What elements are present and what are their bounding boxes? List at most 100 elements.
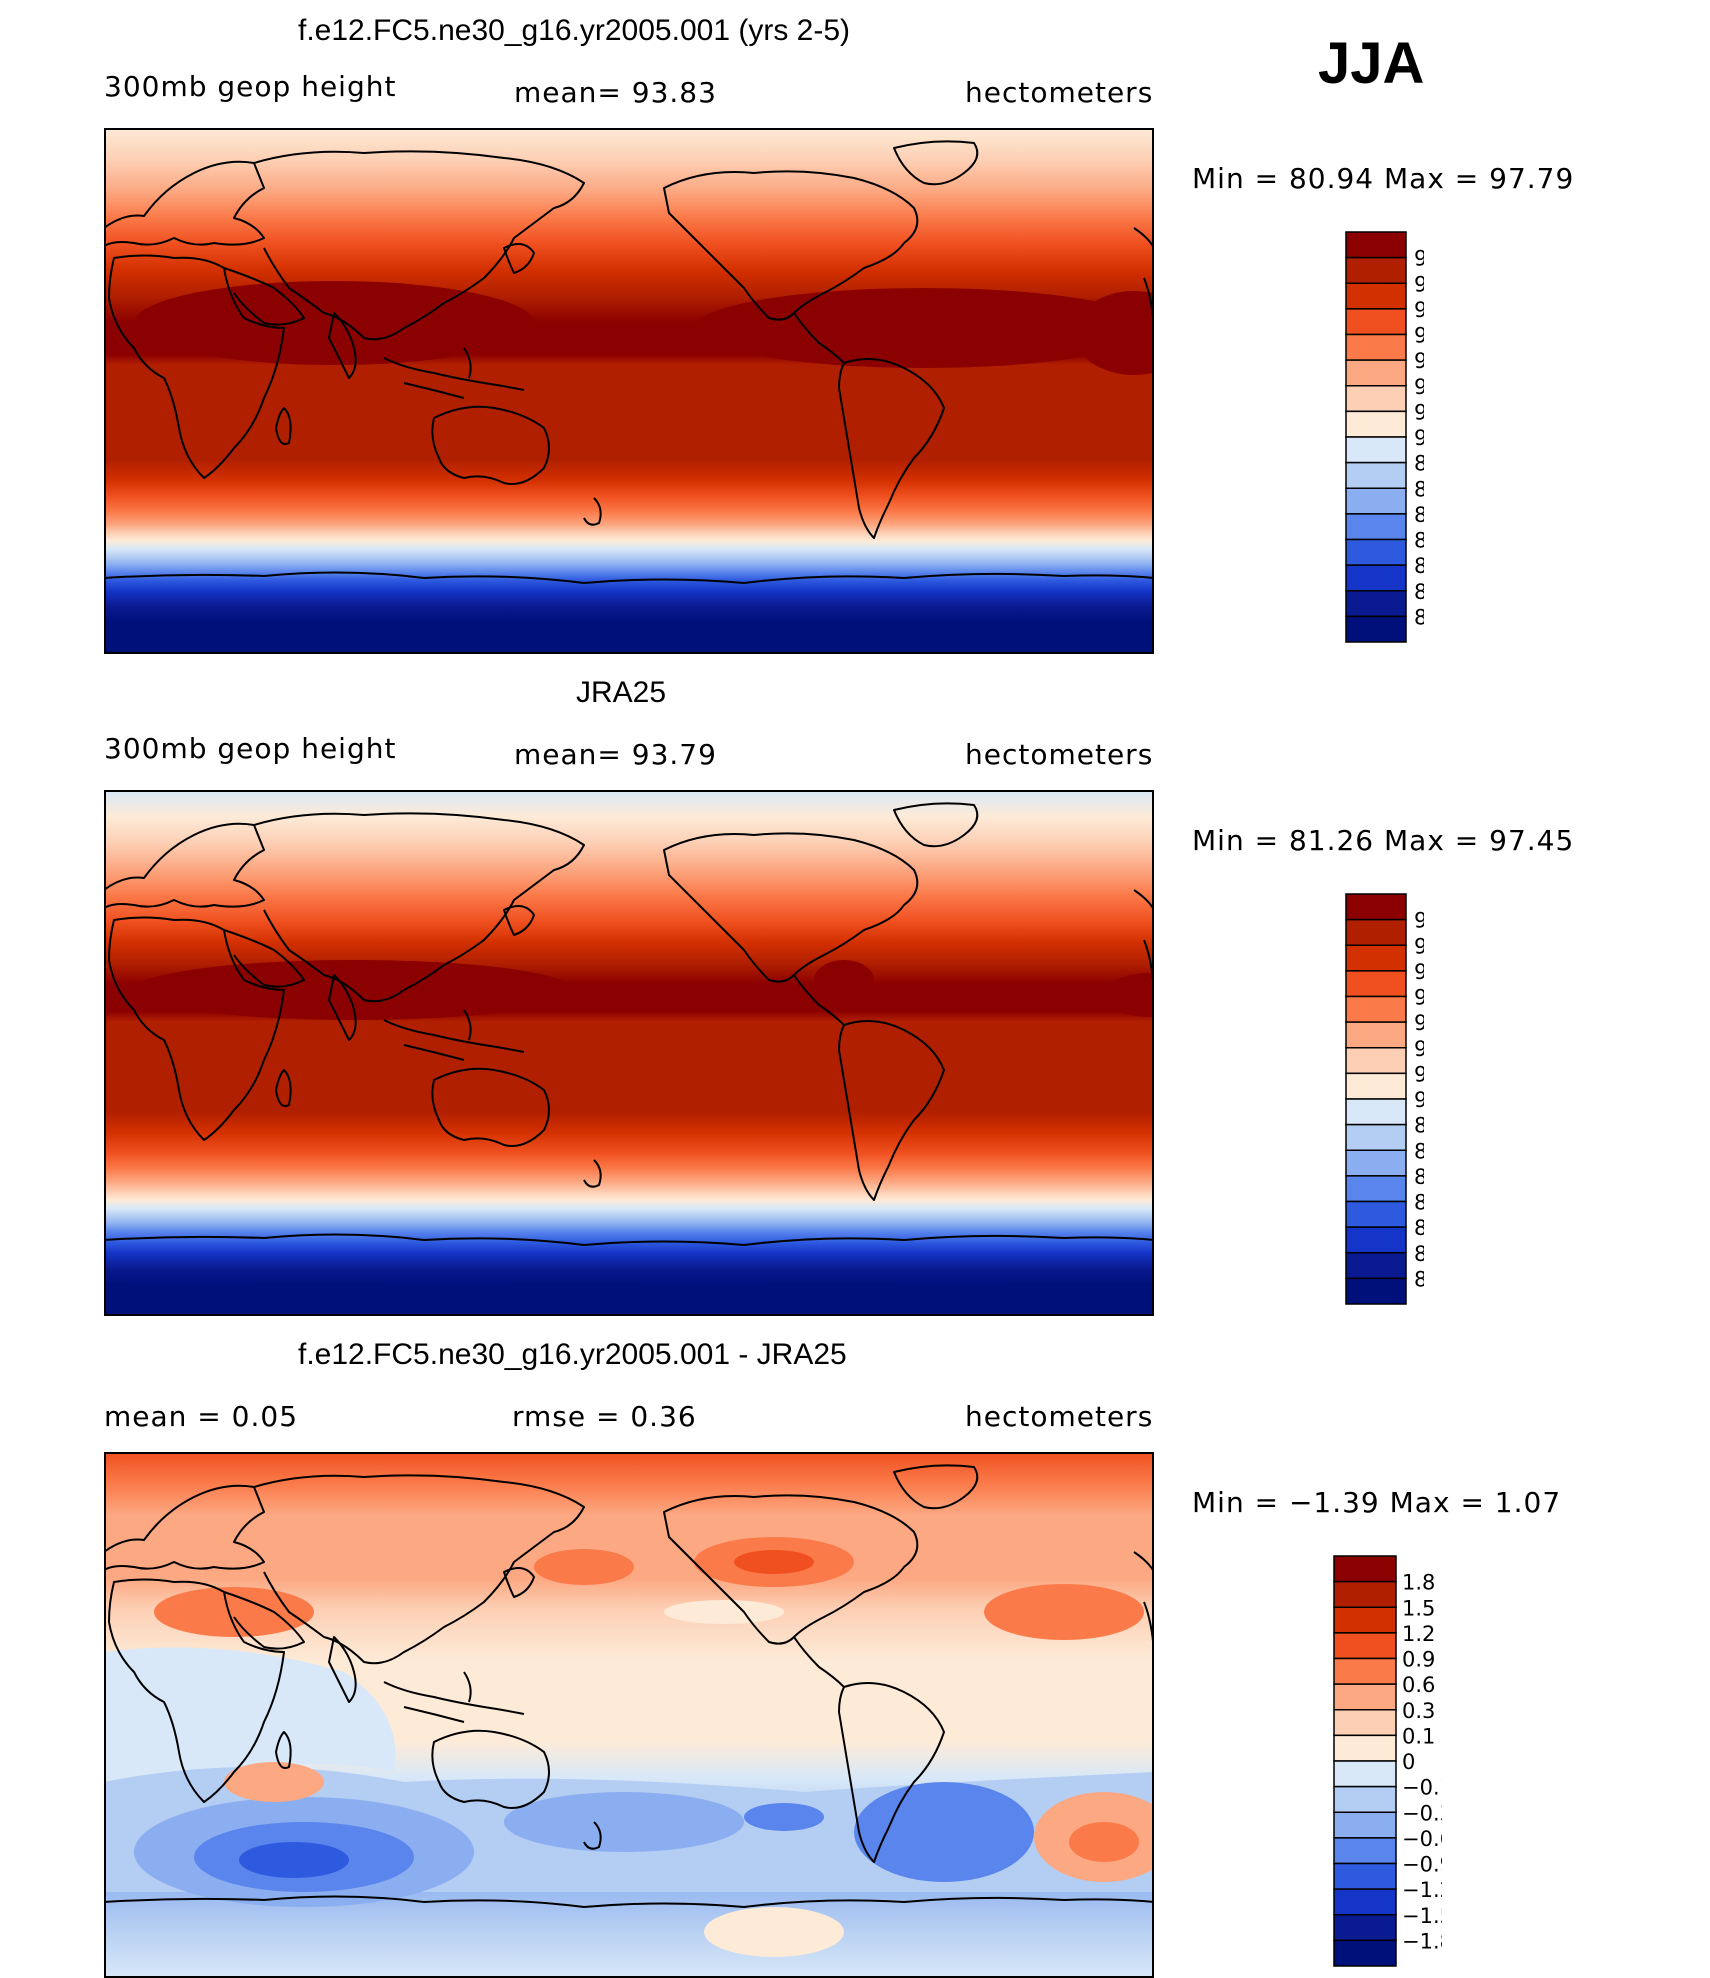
colorbar-tick-label: 86 <box>1414 529 1424 553</box>
colorbar-tick-label: 93 <box>1414 349 1424 373</box>
colorbar-tick-label: 93 <box>1414 1011 1424 1035</box>
colorbar-tick-label: 96 <box>1414 934 1424 958</box>
colorbar-tick-label: −1.8 <box>1402 1929 1442 1953</box>
colorbar-box <box>1345 893 1407 921</box>
colorbar-box <box>1333 1837 1397 1865</box>
colorbar-tick-label: 91 <box>1414 400 1424 424</box>
colorbar-box <box>1333 1683 1397 1711</box>
colorbar-box <box>1333 1760 1397 1788</box>
colorbar-tick-label: 88 <box>1414 1139 1424 1163</box>
colorbar-tick-label: 90 <box>1414 426 1424 450</box>
colorbar-box <box>1345 538 1407 566</box>
panel-2-mean-label: mean= 93.79 <box>514 738 717 771</box>
colorbar-tick-label: 0.3 <box>1402 1699 1435 1723</box>
colorbar-box <box>1333 1914 1397 1942</box>
panel-2-colorbar-labels: 979695949392919089888786858483 <box>1414 909 1424 1292</box>
colorbar-box <box>1345 1072 1407 1100</box>
colorbar-tick-label: 85 <box>1414 554 1424 578</box>
colorbar-tick-label: 83 <box>1414 605 1424 629</box>
colorbar-tick-label: 97 <box>1414 247 1424 271</box>
colorbar-box <box>1345 1252 1407 1280</box>
panel-3-minmax-label: Min = −1.39 Max = 1.07 <box>1192 1486 1562 1519</box>
colorbar-box <box>1333 1709 1397 1737</box>
colorbar-tick-label: 85 <box>1414 1216 1424 1240</box>
colorbar-box <box>1345 1226 1407 1254</box>
panel-1-mean-label: mean= 93.83 <box>514 76 717 109</box>
colorbar-box <box>1345 308 1407 336</box>
colorbar-tick-label: 1.2 <box>1402 1622 1435 1646</box>
panel-3-anomaly-low-2 <box>854 1782 1034 1882</box>
panel-3-colorbar: 1.81.51.20.90.60.30.10−0.1−0.3−0.6−0.9−1… <box>1333 1555 1442 1967</box>
colorbar-tick-label: 1.5 <box>1402 1596 1435 1620</box>
colorbar-box <box>1345 1098 1407 1126</box>
panel-1-high-band <box>694 288 1154 368</box>
colorbar-box <box>1345 1277 1407 1305</box>
colorbar-tick-label: 87 <box>1414 503 1424 527</box>
colorbar-box <box>1345 333 1407 361</box>
panel-3-units-label: hectometers <box>965 1400 1154 1433</box>
colorbar-tick-label: 83 <box>1414 1267 1424 1291</box>
panel-3-rmse-label: rmse = 0.36 <box>512 1400 697 1433</box>
panel-1-minmax-label: Min = 80.94 Max = 97.79 <box>1192 162 1575 195</box>
colorbar-box <box>1345 385 1407 413</box>
season-label: JJA <box>1318 31 1425 96</box>
colorbar-tick-label: 94 <box>1414 324 1424 348</box>
colorbar-box <box>1333 1555 1397 1583</box>
colorbar-tick-label: 0.6 <box>1402 1673 1435 1697</box>
colorbar-box <box>1345 995 1407 1023</box>
panel-3-mean-label: mean = 0.05 <box>104 1400 299 1433</box>
colorbar-tick-label: 92 <box>1414 1037 1424 1061</box>
colorbar-box <box>1333 1734 1397 1762</box>
colorbar-box <box>1345 590 1407 618</box>
panel-3-colorbar-boxes <box>1333 1555 1397 1967</box>
panel-3-title: f.e12.FC5.ne30_g16.yr2005.001 - JRA25 <box>298 1338 847 1371</box>
panel-2-map <box>104 790 1154 1316</box>
colorbar-box <box>1333 1888 1397 1916</box>
colorbar-box <box>1345 615 1407 643</box>
panel-2-variable-label: 300mb geop height <box>104 732 397 765</box>
colorbar-box <box>1345 461 1407 489</box>
colorbar-box <box>1345 256 1407 284</box>
panel-1-map <box>104 128 1154 654</box>
colorbar-box <box>1345 1123 1407 1151</box>
colorbar-tick-label: 0 <box>1402 1750 1415 1774</box>
panel-2-title: JRA25 <box>576 676 667 709</box>
colorbar-box <box>1345 1021 1407 1049</box>
colorbar-box <box>1345 359 1407 387</box>
colorbar-tick-label: −1.2 <box>1402 1878 1442 1902</box>
colorbar-box <box>1345 282 1407 310</box>
colorbar-box <box>1333 1939 1397 1967</box>
panel-1-units-label: hectometers <box>965 76 1154 109</box>
panel-2-colorbar: 979695949392919089888786858483 <box>1345 893 1424 1305</box>
colorbar-tick-label: 94 <box>1414 986 1424 1010</box>
colorbar-box <box>1333 1606 1397 1634</box>
panel-1-colorbar-boxes <box>1345 231 1407 643</box>
colorbar-box <box>1345 944 1407 972</box>
colorbar-tick-label: 97 <box>1414 909 1424 933</box>
colorbar-box <box>1345 231 1407 259</box>
colorbar-box <box>1345 1149 1407 1177</box>
colorbar-tick-label: 96 <box>1414 272 1424 296</box>
colorbar-box <box>1345 1047 1407 1075</box>
colorbar-tick-label: −0.3 <box>1402 1801 1442 1825</box>
colorbar-box <box>1345 487 1407 515</box>
colorbar-box <box>1345 1175 1407 1203</box>
colorbar-tick-label: 88 <box>1414 477 1424 501</box>
colorbar-box <box>1345 410 1407 438</box>
colorbar-box <box>1345 564 1407 592</box>
colorbar-tick-label: 90 <box>1414 1088 1424 1112</box>
panel-3-colorbar-labels: 1.81.51.20.90.60.30.10−0.1−0.3−0.6−0.9−1… <box>1402 1571 1442 1954</box>
colorbar-box <box>1333 1632 1397 1660</box>
colorbar-tick-label: 87 <box>1414 1165 1424 1189</box>
colorbar-tick-label: 1.8 <box>1402 1571 1435 1595</box>
colorbar-tick-label: 89 <box>1414 1114 1424 1138</box>
colorbar-tick-label: 89 <box>1414 452 1424 476</box>
colorbar-tick-label: 86 <box>1414 1191 1424 1215</box>
panel-1-colorbar: 979695949392919089888786858483 <box>1345 231 1424 643</box>
panel-3-map <box>104 1452 1154 1978</box>
colorbar-box <box>1345 970 1407 998</box>
panel-2-colorbar-boxes <box>1345 893 1407 1305</box>
panel-2-units-label: hectometers <box>965 738 1154 771</box>
colorbar-tick-label: 95 <box>1414 960 1424 984</box>
panel-1-variable-label: 300mb geop height <box>104 70 397 103</box>
